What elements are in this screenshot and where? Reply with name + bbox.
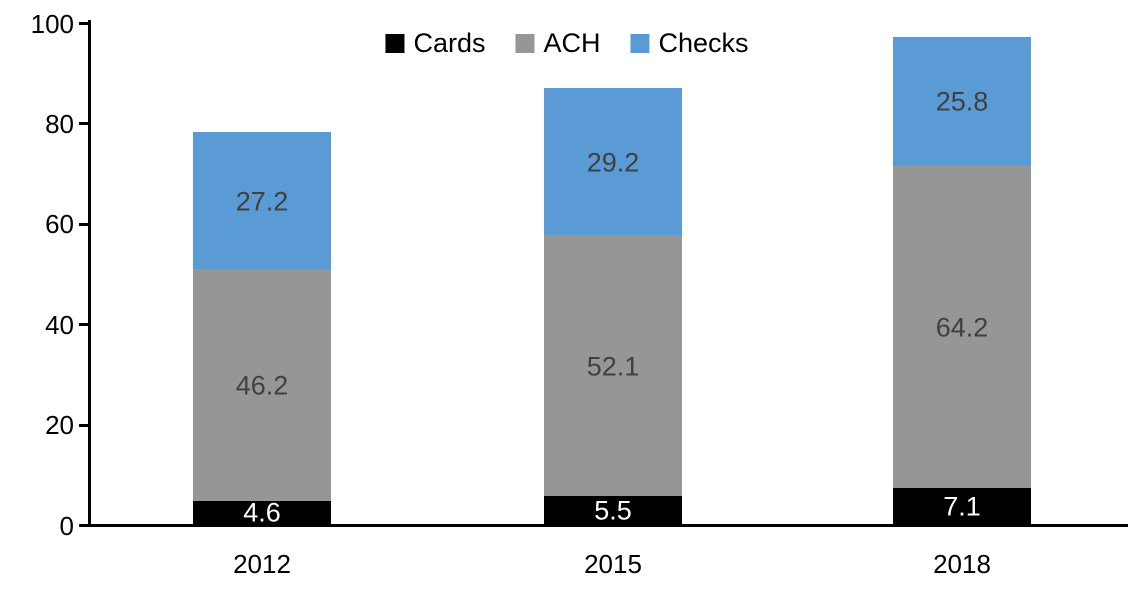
y-axis-tick-label: 100 xyxy=(30,8,74,39)
x-axis-category-label: 2012 xyxy=(233,549,291,579)
y-axis-tick xyxy=(79,323,90,327)
bar-segment-cards xyxy=(893,488,1031,524)
bar-segment-cards xyxy=(193,500,331,524)
bar-segment-value-label: 5.5 xyxy=(594,495,632,526)
legend-item-checks: Checks xyxy=(630,28,749,58)
x-axis-category-label: 2018 xyxy=(933,549,991,579)
legend-item-cards: Cards xyxy=(385,30,485,57)
legend-label: Checks xyxy=(658,28,749,58)
bar-segment-value-label: 4.6 xyxy=(243,497,281,528)
bar-segment-value-label: 7.1 xyxy=(943,491,981,522)
legend-item-ach: ACH xyxy=(515,28,601,58)
x-axis-category-label: 2015 xyxy=(584,549,642,579)
y-axis-tick-label: 0 xyxy=(59,510,74,541)
y-axis-tick xyxy=(79,122,90,126)
y-axis-tick-label: 60 xyxy=(45,209,74,240)
bar-segment-checks xyxy=(893,36,1031,167)
x-axis-line xyxy=(88,524,1128,527)
bar-segment-value-label: 29.2 xyxy=(586,147,640,178)
legend-swatch-icon xyxy=(385,34,405,53)
y-axis-tick xyxy=(79,222,90,226)
bar-segment-checks xyxy=(544,88,682,235)
bar-segment-value-label: 64.2 xyxy=(935,312,989,343)
bar-segment-ach xyxy=(893,166,1031,489)
y-axis-tick-label: 20 xyxy=(45,410,74,441)
y-axis-tick-label: 40 xyxy=(45,309,74,340)
bar-segment-ach xyxy=(544,234,682,497)
legend-label: Cards xyxy=(413,28,486,58)
bar-segment-value-label: 27.2 xyxy=(235,186,289,217)
legend-label: ACH xyxy=(543,28,601,58)
bar-segment-value-label: 46.2 xyxy=(235,370,289,401)
y-axis-tick-label: 80 xyxy=(45,108,74,139)
y-axis-tick xyxy=(79,524,90,527)
bar-segment-value-label: 25.8 xyxy=(935,86,989,117)
y-axis-line xyxy=(88,20,91,527)
bar-segment-cards xyxy=(544,496,682,524)
legend-swatch-icon xyxy=(515,34,535,53)
bar-segment-value-label: 52.1 xyxy=(586,351,640,382)
y-axis-tick xyxy=(79,423,90,427)
bar-segment-ach xyxy=(193,268,331,501)
bar-segment-checks xyxy=(193,132,331,269)
legend: Cards ACH Checks xyxy=(385,28,749,58)
legend-swatch-icon xyxy=(630,34,650,53)
y-axis-tick xyxy=(79,22,90,25)
